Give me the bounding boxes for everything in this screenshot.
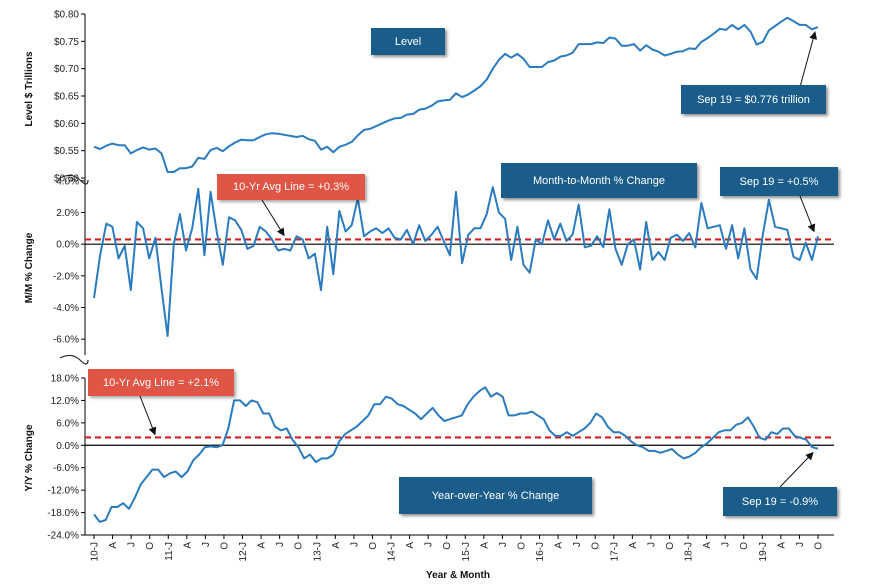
mm-y-tick-label: -4.0% xyxy=(53,303,79,314)
yy-y-tick-label: -6.0% xyxy=(53,463,79,474)
yy-y-tick-label: 0.0% xyxy=(56,441,79,452)
level-y-tick-label: $0.60 xyxy=(54,119,79,130)
x-tick-label: J xyxy=(498,542,509,547)
level-title-box: Level xyxy=(371,28,445,55)
x-tick-label: J xyxy=(721,542,732,547)
x-tick-label: J xyxy=(127,542,138,547)
x-tick-label: 12-J xyxy=(238,542,249,561)
x-tick-label: 13-J xyxy=(312,542,323,561)
mm-avg-box: 10-Yr Avg Line = +0.3% xyxy=(217,174,365,200)
yy-y-tick-label: 6.0% xyxy=(56,418,79,429)
mm-y-tick-label: 2.0% xyxy=(56,208,79,219)
x-tick-label: O xyxy=(814,542,825,550)
x-tick-label: J xyxy=(275,542,286,547)
x-tick-label: 16-J xyxy=(535,542,546,561)
x-tick-label: A xyxy=(776,542,787,549)
yy-title-box: Year-over-Year % Change xyxy=(399,477,592,514)
x-tick-label: A xyxy=(108,542,119,549)
level-y-tick-label: $0.50 xyxy=(54,174,79,185)
axis-break-2 xyxy=(59,354,89,365)
mm-title-box: Month-to-Month % Change xyxy=(501,163,697,198)
x-tick-label: A xyxy=(628,542,639,549)
x-tick-label: 18-J xyxy=(684,542,695,561)
x-tick-label: 11-J xyxy=(164,542,175,561)
x-tick-label: A xyxy=(479,542,490,549)
x-tick-label: 14-J xyxy=(387,542,398,561)
x-tick-label: O xyxy=(442,542,453,550)
x-tick-label: A xyxy=(257,542,268,549)
x-tick-label: O xyxy=(665,542,676,550)
x-tick-label: O xyxy=(739,542,750,550)
level-y-tick-label: $0.75 xyxy=(54,37,79,48)
level-callout-box: Sep 19 = $0.776 trillion xyxy=(681,85,826,114)
level-y-tick-label: $0.70 xyxy=(54,64,79,75)
mm-y-axis-title: M/M % Change xyxy=(24,232,35,303)
yy-callout-box: Sep 19 = -0.9% xyxy=(723,487,837,516)
yy-callout-arrow xyxy=(779,451,814,488)
level-y-tick-label: $0.80 xyxy=(54,10,79,21)
x-axis-title: Year & Month xyxy=(426,570,490,581)
x-tick-label: 19-J xyxy=(758,542,769,561)
level-y-tick-label: $0.55 xyxy=(54,146,79,157)
level-y-axis-title: Level $ Trillions xyxy=(24,51,35,126)
axis-break-1 xyxy=(59,174,89,185)
mm-y-tick-label: 4.0% xyxy=(56,176,79,187)
x-tick-label: O xyxy=(516,542,527,550)
mm-callout-box: Sep 19 = +0.5% xyxy=(720,167,838,196)
level-callout-arrow xyxy=(799,31,818,88)
yy-y-tick-label: 18.0% xyxy=(51,374,79,385)
x-tick-label: O xyxy=(219,542,230,550)
x-tick-label: O xyxy=(294,542,305,550)
x-tick-label: 10-J xyxy=(90,542,101,561)
x-tick-label: 17-J xyxy=(609,542,620,561)
mm-avg-arrow xyxy=(261,199,285,237)
level-y-tick-label: $0.65 xyxy=(54,92,79,103)
x-tick-label: A xyxy=(702,542,713,549)
mm-series-line xyxy=(93,186,819,337)
x-tick-label: O xyxy=(591,542,602,550)
yy-avg-box: 10-Yr Avg Line = +2.1% xyxy=(88,369,234,396)
yy-series-line xyxy=(93,386,819,523)
yy-y-tick-label: -12.0% xyxy=(47,486,79,497)
x-tick-label: J xyxy=(424,542,435,547)
x-tick-label: J xyxy=(201,542,212,547)
yy-y-tick-label: -18.0% xyxy=(47,508,79,519)
level-series-line xyxy=(93,16,819,173)
mm-y-tick-label: -6.0% xyxy=(53,335,79,346)
x-tick-label: A xyxy=(554,542,565,549)
x-tick-label: A xyxy=(405,542,416,549)
x-tick-label: J xyxy=(795,542,806,547)
yy-y-axis-title: Y/Y % Change xyxy=(24,424,35,491)
x-tick-label: 15-J xyxy=(461,542,472,561)
x-tick-label: O xyxy=(368,542,379,550)
x-tick-label: A xyxy=(331,542,342,549)
x-tick-label: J xyxy=(572,542,583,547)
yy-avg-arrow xyxy=(139,395,157,436)
mm-y-tick-label: 0.0% xyxy=(56,240,79,251)
x-tick-label: A xyxy=(182,542,193,549)
mm-callout-arrow xyxy=(799,195,816,233)
mm-y-tick-label: -2.0% xyxy=(53,271,79,282)
yy-y-tick-label: -24.0% xyxy=(47,531,79,542)
x-tick-label: O xyxy=(145,542,156,550)
x-tick-label: J xyxy=(349,542,360,547)
x-tick-label: J xyxy=(646,542,657,547)
yy-y-tick-label: 12.0% xyxy=(51,396,79,407)
